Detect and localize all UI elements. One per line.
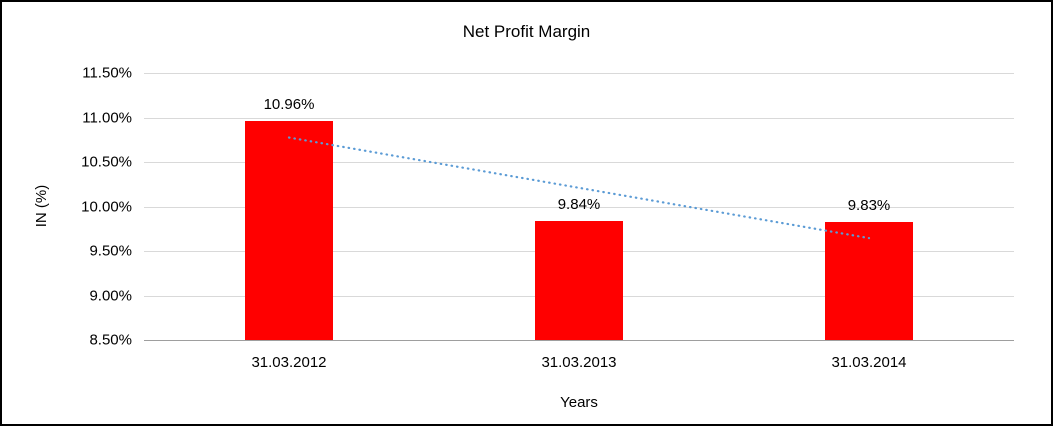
y-tick-label: 11.50%: [82, 64, 132, 82]
y-tick-label: 9.00%: [89, 287, 132, 304]
y-tick-label: 8.50%: [89, 331, 132, 349]
x-axis-title: Years: [560, 394, 598, 411]
y-tick-label: 11.00%: [82, 109, 132, 126]
gridline: [144, 73, 1014, 74]
chart-title: Net Profit Margin: [462, 22, 591, 41]
x-axis-line: [144, 340, 1014, 341]
y-tick-label: 9.50%: [89, 242, 132, 260]
bar: [825, 221, 913, 340]
bar: [245, 121, 333, 340]
bar-data-label: 10.96%: [263, 96, 315, 114]
bar-data-label: 9.84%: [557, 195, 601, 213]
x-tick-label: 31.03.2012: [251, 354, 327, 371]
bar-data-label: 9.83%: [847, 196, 891, 214]
x-tick-label: 31.03.2014: [831, 354, 907, 371]
gridline: [144, 117, 1014, 119]
x-tick-label: 31.03.2013: [541, 354, 617, 371]
bar: [535, 220, 623, 340]
y-tick-label: 10.00%: [81, 198, 132, 215]
y-tick-label: 10.50%: [81, 153, 132, 171]
